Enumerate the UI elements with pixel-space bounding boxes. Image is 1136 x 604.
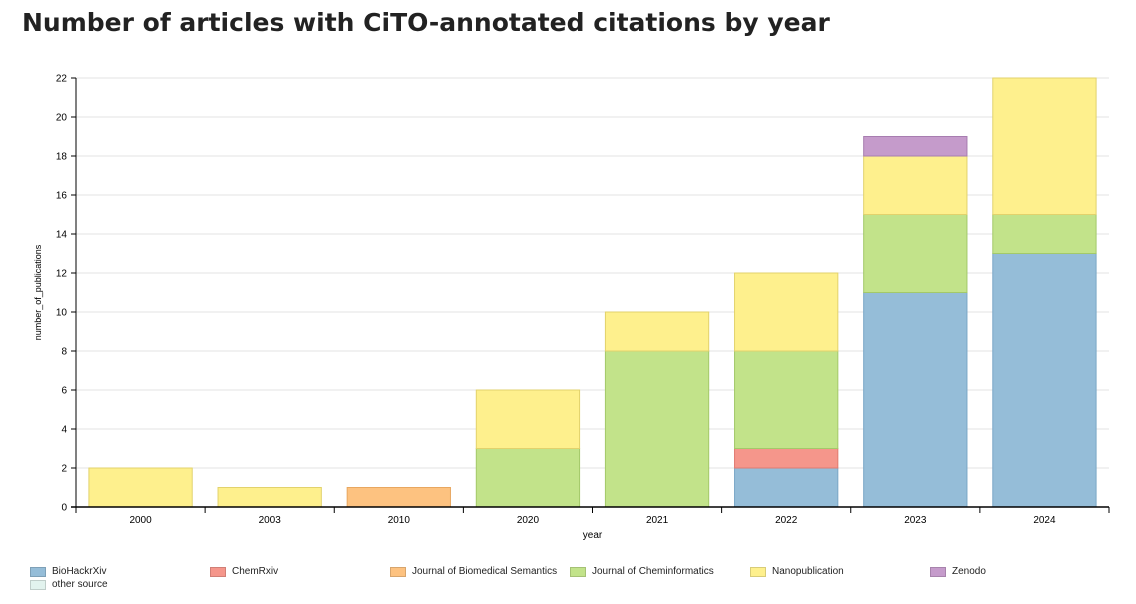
- legend-swatch: [930, 566, 946, 577]
- legend-item: ChemRxiv: [210, 565, 278, 578]
- bar-segment: [863, 292, 968, 508]
- y-tick-label: 4: [61, 425, 67, 436]
- page-title: Number of articles with CiTO-annotated c…: [22, 8, 830, 37]
- x-tick-label: 2010: [388, 515, 411, 526]
- x-tick-label: 2003: [259, 515, 282, 526]
- bar-segment: [992, 253, 1097, 508]
- legend-label: BioHackrXiv: [52, 566, 107, 577]
- y-axis-label: number_of_publications: [33, 244, 43, 340]
- x-tick-label: 2024: [1033, 515, 1056, 526]
- legend-label: Nanopublication: [772, 566, 844, 577]
- bar-segment: [217, 487, 322, 508]
- y-tick-label: 12: [56, 269, 68, 280]
- bar-segment: [992, 77, 1097, 215]
- legend-swatch: [570, 566, 586, 577]
- bar-segment: [734, 350, 839, 449]
- legend-item: BioHackrXiv: [30, 565, 106, 578]
- legend-item: other source: [30, 578, 108, 591]
- y-tick-label: 6: [61, 386, 67, 397]
- y-tick-label: 2: [61, 464, 67, 475]
- bar-segment: [346, 487, 451, 508]
- x-tick-label: 2020: [517, 515, 540, 526]
- x-tick-label: 2022: [775, 515, 798, 526]
- bar-segment: [992, 214, 1097, 254]
- legend-swatch: [390, 566, 406, 577]
- y-tick-label: 22: [56, 74, 68, 85]
- bar-segment: [88, 467, 193, 508]
- legend-swatch: [30, 566, 46, 577]
- x-tick-label: 2021: [646, 515, 669, 526]
- bar-segment: [734, 467, 839, 508]
- legend-item: Journal of Biomedical Semantics: [390, 565, 557, 578]
- y-tick-label: 0: [61, 503, 67, 514]
- legend-label: Journal of Biomedical Semantics: [412, 566, 558, 577]
- bar-segment: [475, 389, 581, 449]
- y-tick-label: 14: [56, 230, 68, 241]
- y-tick-label: 18: [56, 152, 68, 163]
- bar-segment: [734, 448, 839, 469]
- legend-label: other source: [52, 579, 108, 590]
- legend-label: ChemRxiv: [232, 566, 279, 577]
- legend-swatch: [30, 579, 46, 590]
- legend-label: Journal of Cheminformatics: [592, 566, 714, 577]
- bar-segment: [734, 272, 839, 352]
- y-tick-label: 20: [56, 113, 68, 124]
- legend-swatch: [210, 566, 226, 577]
- x-axis-label: year: [583, 530, 603, 541]
- bar-segment: [863, 155, 968, 215]
- legend-item: Journal of Cheminformatics: [570, 565, 714, 578]
- x-tick-label: 2023: [904, 515, 927, 526]
- legend-label: Zenodo: [952, 566, 986, 577]
- x-tick-label: 2000: [129, 515, 152, 526]
- legend-item: Zenodo: [930, 565, 986, 578]
- chart-legend: BioHackrXiv ChemRxiv Journal of Biomedical…: [30, 565, 1110, 595]
- bar-segment: [863, 214, 968, 293]
- bar-segment: [604, 311, 710, 352]
- y-tick-label: 8: [61, 347, 67, 358]
- bar-segment: [863, 136, 968, 157]
- bar-segment: [604, 350, 710, 508]
- y-tick-label: 10: [56, 308, 68, 319]
- legend-swatch: [750, 566, 766, 577]
- legend-item: Nanopublication: [750, 565, 844, 578]
- y-tick-label: 16: [56, 191, 68, 202]
- bar-segment: [475, 448, 581, 508]
